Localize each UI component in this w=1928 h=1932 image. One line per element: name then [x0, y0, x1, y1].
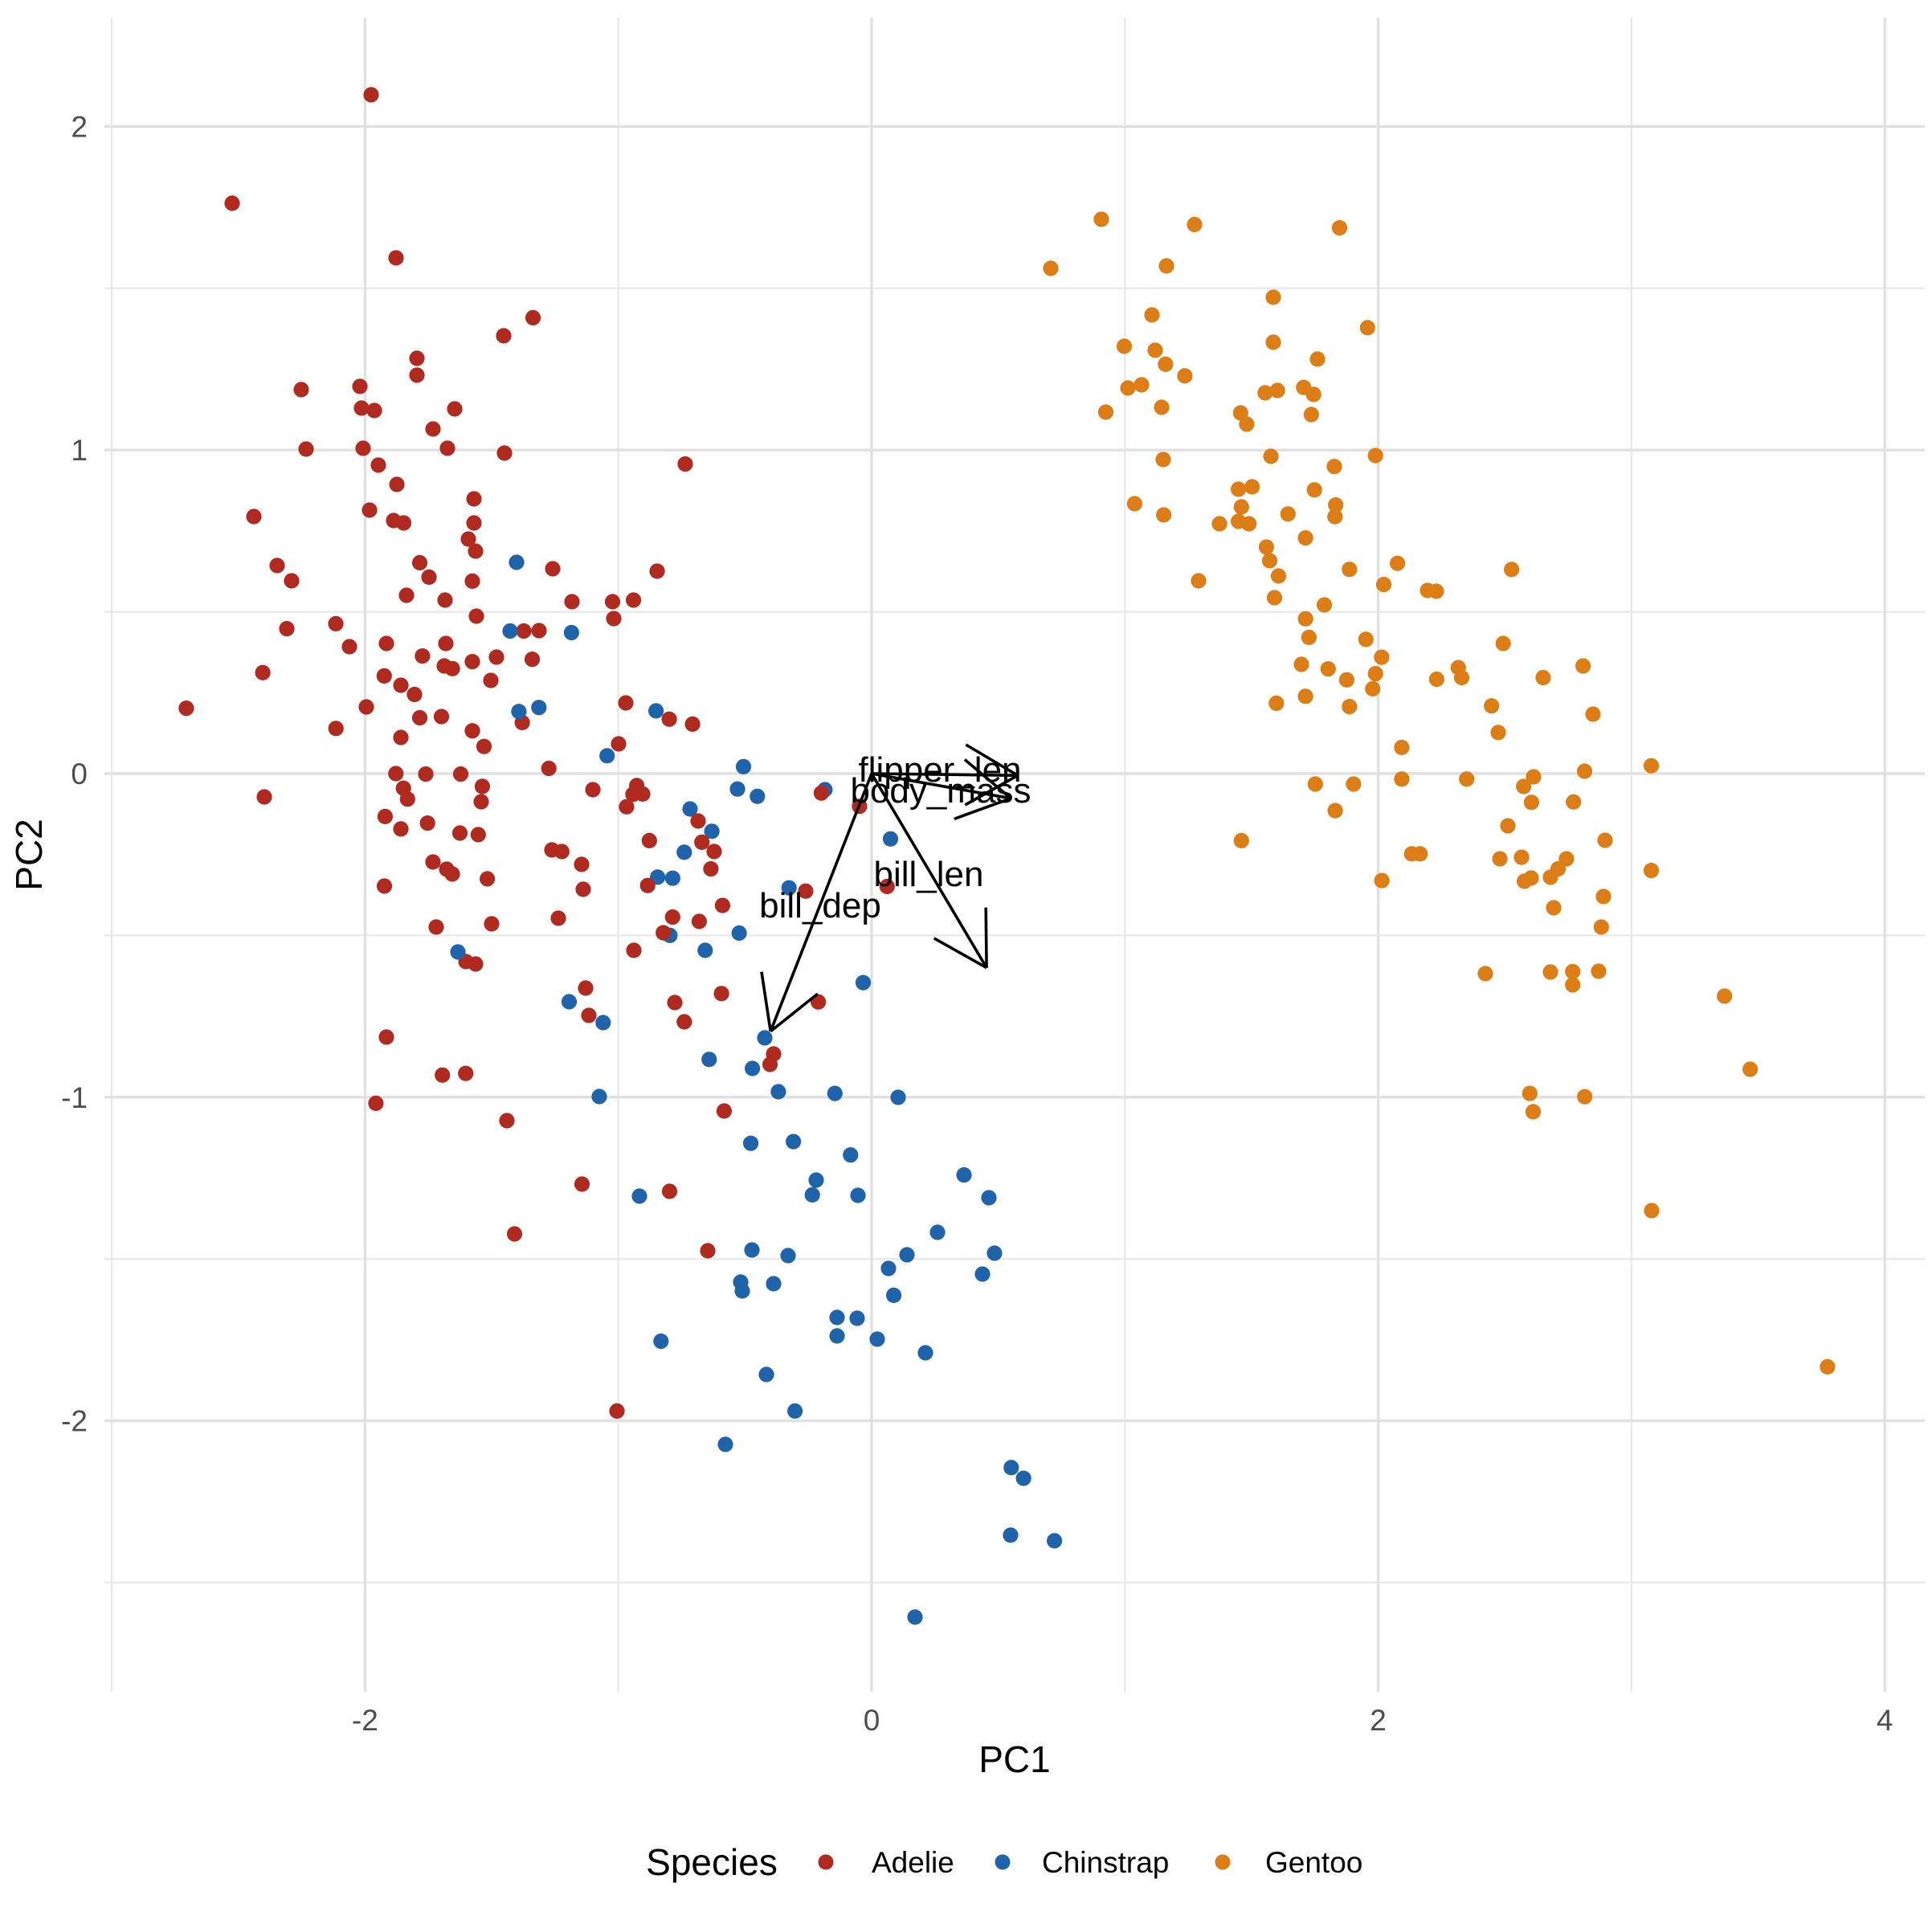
svg-text:PC1: PC1	[978, 1738, 1050, 1780]
svg-text:2: 2	[71, 110, 88, 143]
svg-text:Species: Species	[646, 1841, 778, 1883]
svg-text:bill_len: bill_len	[874, 855, 984, 894]
svg-text:0: 0	[864, 1704, 880, 1737]
svg-text:0: 0	[71, 758, 88, 790]
svg-text:-1: -1	[61, 1081, 88, 1114]
svg-text:Chinstrap: Chinstrap	[1042, 1846, 1169, 1879]
svg-text:Adelie: Adelie	[872, 1846, 954, 1879]
svg-text:-2: -2	[61, 1405, 88, 1438]
svg-text:-2: -2	[352, 1704, 378, 1737]
svg-text:PC2: PC2	[8, 819, 50, 890]
svg-text:Gentoo: Gentoo	[1265, 1846, 1362, 1879]
svg-text:1: 1	[71, 434, 88, 467]
svg-text:2: 2	[1370, 1704, 1387, 1737]
svg-text:4: 4	[1877, 1704, 1893, 1737]
